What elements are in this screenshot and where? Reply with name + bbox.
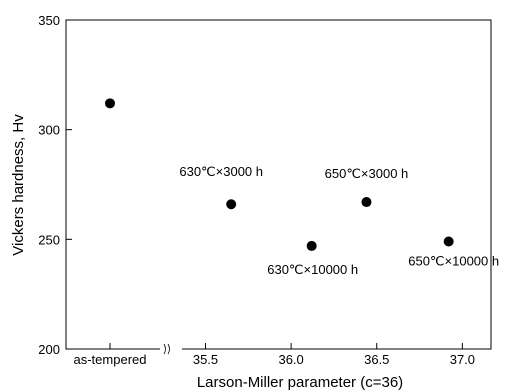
x-tick-label: 36.5: [364, 352, 389, 367]
axis-break-gap: [160, 347, 182, 351]
plot-frame: [65, 19, 492, 355]
point-label: 650℃×10000 h: [408, 254, 499, 269]
axis-break-mark: [163, 343, 170, 355]
data-point: [361, 197, 372, 208]
y-tick-label: 200: [38, 342, 60, 357]
data-point: [443, 236, 454, 247]
y-axis-ticks: 200 250 300 350: [38, 13, 72, 357]
point-label: 630℃×10000 h: [267, 262, 358, 277]
point-annotations: 630℃×3000 h 630℃×10000 h 650℃×3000 h 650℃×1…: [179, 164, 499, 277]
data-points: [105, 98, 454, 251]
y-tick-label: 300: [38, 123, 60, 138]
data-point: [105, 98, 115, 109]
y-tick-label: 250: [38, 232, 60, 247]
data-point: [306, 240, 317, 251]
x-axis-title: Larson-Miller parameter (c=36): [197, 374, 403, 391]
point-label: 650℃×3000 h: [325, 166, 409, 181]
plot-border: [65, 19, 492, 350]
y-axis-title: Vickers hardness, Hv: [10, 114, 27, 256]
x-tick-label: 35.5: [193, 352, 218, 367]
x-tick-label-as-tempered: as-tempered: [74, 352, 147, 367]
y-tick-label: 350: [38, 13, 60, 28]
x-tick-label: 37.0: [450, 352, 475, 367]
data-point: [226, 199, 237, 210]
point-label: 630℃×3000 h: [179, 164, 263, 179]
x-tick-label: 36.0: [278, 352, 303, 367]
